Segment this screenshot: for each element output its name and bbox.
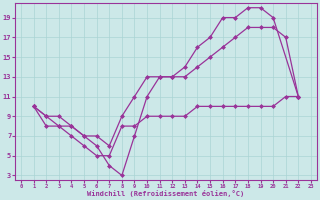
X-axis label: Windchill (Refroidissement éolien,°C): Windchill (Refroidissement éolien,°C) xyxy=(87,190,244,197)
